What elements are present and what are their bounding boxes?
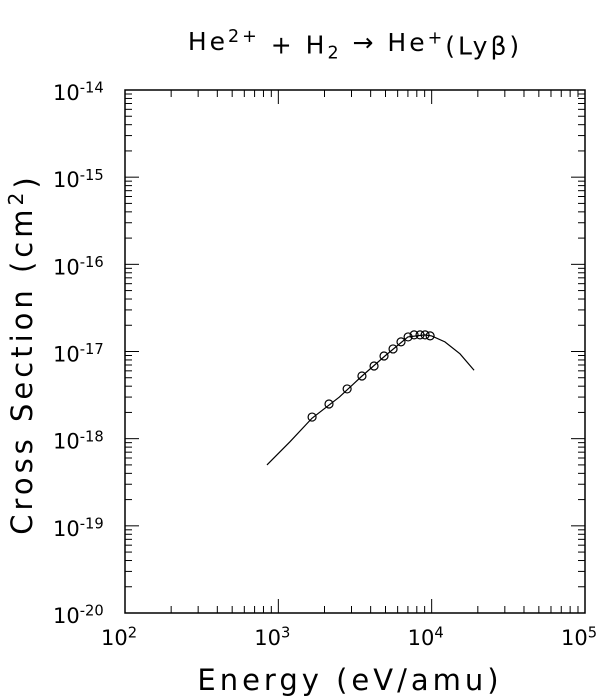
tick-exponent: -18 — [80, 428, 104, 445]
tick-exponent: -17 — [80, 341, 104, 358]
y-tick-label: 10-16 — [53, 254, 104, 279]
text-part: 2 — [327, 44, 341, 64]
text-part: + H — [260, 30, 328, 59]
data-point — [420, 330, 430, 340]
x-tick-label: 105 — [561, 625, 597, 650]
y-tick-label: 10-14 — [53, 80, 104, 105]
y-tick-label: 10-17 — [53, 341, 104, 366]
tick-exponent: -16 — [80, 254, 104, 271]
data-point — [379, 351, 389, 361]
tick-base: 10 — [254, 626, 281, 650]
chart-title: He2+ + H2 → He+(Lyβ) — [188, 27, 522, 64]
text-part: ) — [9, 173, 43, 188]
y-tick-label: 10-15 — [53, 167, 104, 192]
text-part: Energy (eV/amu) — [197, 663, 502, 696]
y-tick-label: 10-18 — [53, 428, 104, 453]
tick-exponent: 5 — [588, 625, 597, 642]
tick-exponent: -14 — [80, 80, 104, 97]
data-point — [324, 399, 334, 409]
y-axis-label: Cross Section (cm2) — [4, 173, 43, 534]
tick-exponent: 2 — [128, 625, 137, 642]
text-part: (Lyβ) — [445, 32, 522, 61]
data-point — [396, 337, 406, 347]
data-point — [342, 384, 352, 394]
data-point — [403, 332, 413, 342]
text-part: → He — [342, 28, 428, 57]
text-part: 2 — [4, 189, 28, 206]
x-tick-label: 102 — [101, 625, 137, 650]
text-part: 2+ — [228, 27, 260, 47]
tick-exponent: -19 — [80, 515, 104, 532]
data-point — [357, 371, 367, 381]
plot-frame — [124, 89, 586, 614]
data-point — [369, 361, 379, 371]
tick-base: 10 — [53, 517, 80, 541]
x-axis-label: Energy (eV/amu) — [197, 663, 502, 696]
tick-base: 10 — [53, 604, 80, 628]
tick-exponent: -20 — [80, 603, 104, 620]
data-point — [307, 412, 317, 422]
text-part: + — [428, 28, 446, 48]
data-point — [409, 330, 419, 340]
y-tick-label: 10-19 — [53, 515, 104, 540]
tick-base: 10 — [408, 626, 435, 650]
x-tick-label: 104 — [408, 625, 444, 650]
tick-base: 10 — [53, 343, 80, 367]
tick-base: 10 — [53, 168, 80, 192]
tick-exponent: 3 — [281, 625, 290, 642]
tick-base: 10 — [53, 255, 80, 279]
tick-base: 10 — [53, 430, 80, 454]
data-point — [415, 330, 425, 340]
data-line — [266, 334, 475, 466]
tick-base: 10 — [561, 626, 588, 650]
text-part: He — [188, 27, 228, 56]
x-tick-label: 103 — [254, 625, 290, 650]
tick-base: 10 — [101, 626, 128, 650]
y-tick-label: 10-20 — [53, 603, 104, 628]
text-part: Cross Section (cm — [5, 206, 39, 535]
tick-base: 10 — [53, 81, 80, 105]
data-point — [388, 344, 398, 354]
tick-exponent: 4 — [434, 625, 443, 642]
tick-exponent: -15 — [80, 167, 104, 184]
data-point — [425, 331, 435, 341]
